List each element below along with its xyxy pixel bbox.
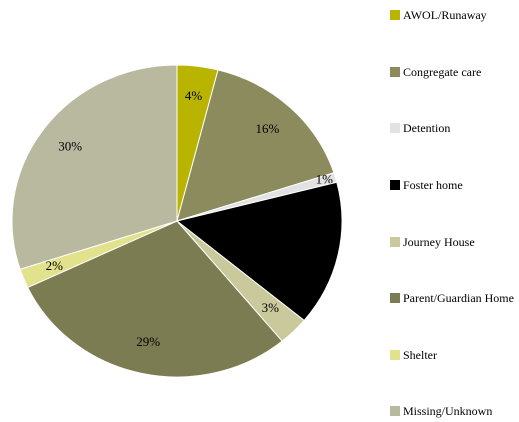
legend-label: Foster home	[403, 178, 463, 192]
legend-label: Parent/Guardian Home	[403, 291, 514, 305]
legend-entry: Detention	[390, 121, 519, 135]
data-label: 30%	[58, 139, 82, 154]
legend-swatch	[390, 350, 400, 360]
legend-entry: AWOL/Runaway	[390, 8, 519, 22]
data-label: 16%	[255, 121, 279, 136]
legend-swatch	[390, 237, 400, 247]
legend-swatch	[390, 406, 400, 416]
legend-label: Detention	[403, 121, 451, 135]
legend-label: Shelter	[403, 348, 437, 362]
data-label: 3%	[262, 300, 280, 315]
legend-entry: Parent/Guardian Home	[390, 291, 519, 305]
legend-entry: Journey House	[390, 235, 519, 249]
legend-label: Missing/Unknown	[403, 404, 493, 418]
legend-entry: Foster home	[390, 178, 519, 192]
data-label: 4%	[185, 88, 203, 103]
pie-slice	[175, 181, 343, 322]
legend-label: Journey House	[403, 235, 475, 249]
legend-swatch	[390, 10, 400, 20]
legend-swatch	[390, 293, 400, 303]
pie-slice	[27, 220, 283, 378]
legend-label: AWOL/Runaway	[403, 8, 487, 22]
pie-slice	[11, 64, 178, 270]
legend-entry: Shelter	[390, 348, 519, 362]
legend-entry: Congregate care	[390, 65, 519, 79]
legend-swatch	[390, 180, 400, 190]
data-label: 29%	[136, 334, 160, 349]
legend-swatch	[390, 123, 400, 133]
data-label: 2%	[46, 258, 64, 273]
legend-entry: Missing/Unknown	[390, 404, 519, 418]
data-label: 1%	[316, 172, 334, 187]
legend-swatch	[390, 67, 400, 77]
legend-label: Congregate care	[403, 65, 482, 79]
pie-slice	[176, 69, 335, 222]
